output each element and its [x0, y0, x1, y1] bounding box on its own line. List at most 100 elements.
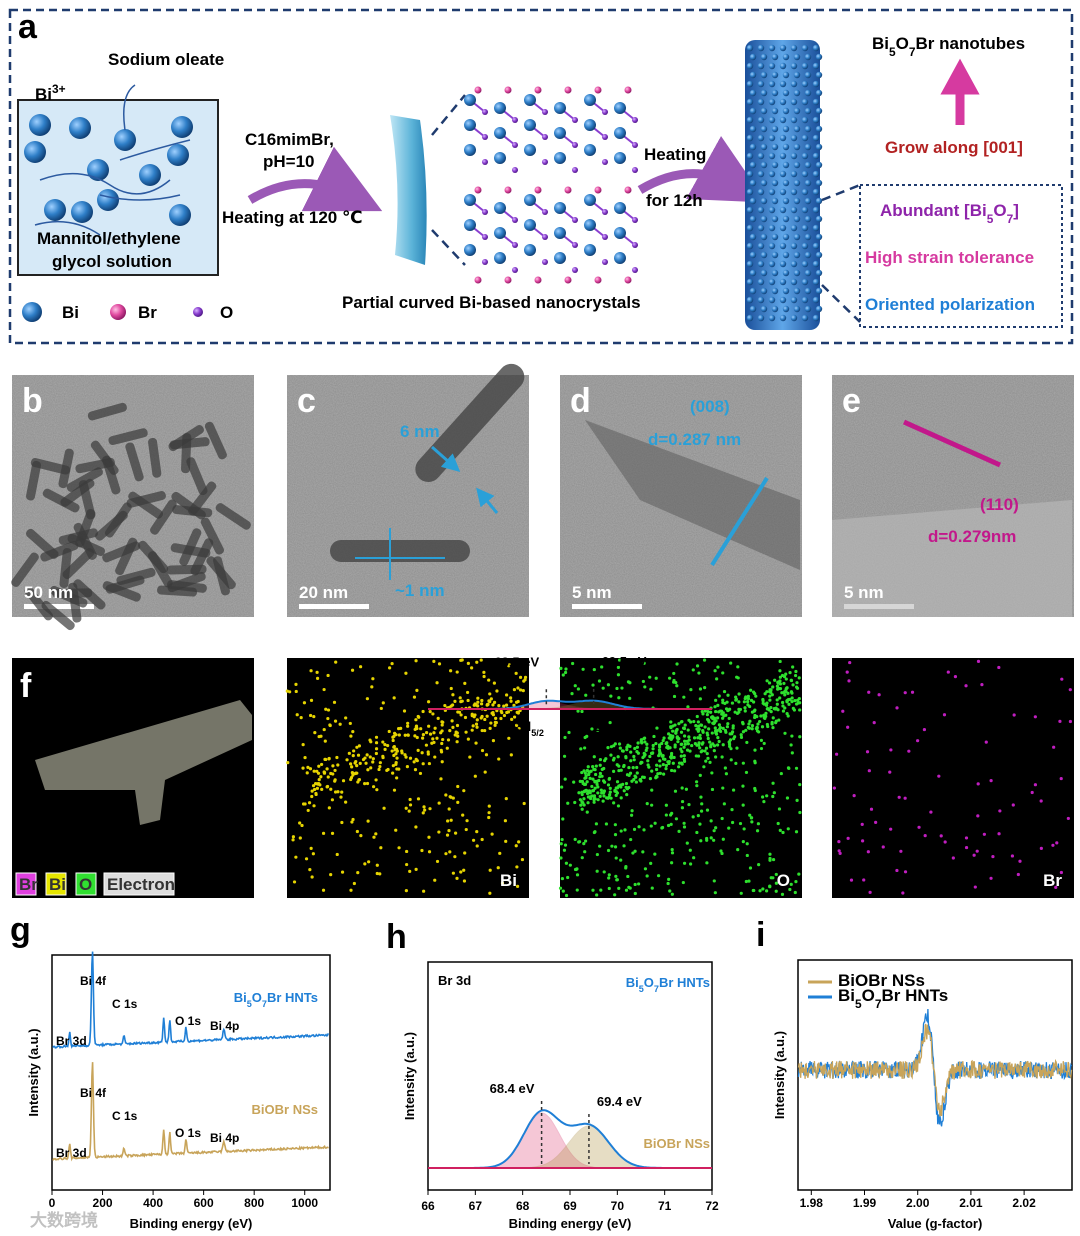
grow-arrow: [940, 58, 980, 125]
annotation: pH=10: [263, 152, 315, 171]
eds-dot: [449, 818, 453, 822]
eds-dot: [475, 830, 479, 834]
eds-dot: [617, 742, 622, 746]
eds-dot: [432, 740, 436, 745]
eds-dot: [585, 791, 590, 796]
eds-dot: [671, 729, 675, 733]
eds-dot: [596, 785, 600, 789]
eds-dot: [790, 700, 794, 704]
eds-dot: [973, 885, 977, 889]
eds-dot: [778, 659, 782, 664]
eds-dot: [414, 659, 418, 663]
atom: [801, 260, 809, 268]
eds-dot: [943, 840, 947, 844]
nanotube-image: [87, 402, 127, 421]
eds-dot: [491, 703, 495, 707]
eds-dot: [637, 882, 641, 886]
eds-dot: [595, 893, 599, 897]
eds-dot: [745, 842, 749, 846]
eds-dot: [321, 888, 326, 892]
eds-dot: [675, 735, 679, 739]
panel-label: e: [842, 382, 861, 420]
eds-dot: [749, 688, 753, 692]
eds-dot: [494, 721, 498, 725]
eds-dot: [744, 879, 748, 884]
eds-dot: [464, 827, 468, 832]
eds-dot: [463, 681, 467, 685]
eds-dot: [669, 737, 673, 741]
atom: [768, 62, 776, 70]
eds-dot: [417, 715, 421, 719]
eds-dot: [783, 731, 787, 735]
annotation: 6 nm: [400, 422, 440, 441]
atom: [812, 296, 820, 304]
eds-dot: [674, 817, 679, 821]
eds-dot: [593, 779, 597, 784]
eds-dot: [456, 734, 460, 738]
eds-dot: [592, 767, 596, 772]
eds-dot: [628, 681, 632, 685]
eds-dot: [455, 740, 459, 744]
eds-dot: [741, 730, 746, 734]
panel-label: a: [18, 8, 38, 46]
eds-dot: [669, 755, 673, 759]
eds-dot: [616, 755, 620, 759]
atom: [757, 170, 765, 178]
eds-dot: [752, 709, 756, 713]
eds-dot: [682, 757, 686, 761]
eds-dot: [358, 665, 363, 669]
atom: [804, 161, 812, 169]
eds-dot: [431, 737, 435, 741]
eds-dot: [563, 843, 568, 847]
eds-dot: [717, 723, 722, 727]
eds-dot: [744, 728, 748, 732]
eds-dot: [635, 771, 639, 775]
eds-dot: [637, 825, 641, 829]
eds-dot: [781, 704, 785, 708]
eds-dot: [458, 696, 462, 700]
atom: [790, 206, 798, 214]
eds-dot: [685, 748, 690, 752]
eds-dot: [515, 710, 519, 714]
eds-dot: [316, 771, 321, 775]
atom: [632, 142, 638, 148]
atom: [760, 71, 768, 79]
text-part: Br HNTs: [881, 986, 948, 1005]
eds-dot: [580, 807, 584, 811]
scale-bar: [299, 604, 369, 609]
x-tick-label: 70: [611, 1199, 625, 1213]
eds-dot: [307, 801, 312, 805]
eds-dot: [771, 781, 775, 785]
eds-dot: [416, 797, 421, 801]
eds-dot: [598, 775, 602, 779]
eds-dot: [738, 821, 743, 826]
eds-dot: [720, 755, 724, 759]
eds-dot: [371, 677, 375, 681]
text-part: BiOBr NSs: [252, 1102, 318, 1117]
arrow: [637, 136, 767, 203]
oleate-chain: [99, 194, 181, 201]
eds-dot: [319, 762, 324, 767]
eds-dot: [614, 793, 618, 797]
eds-dot: [420, 848, 424, 853]
atom: [782, 269, 790, 277]
atom: [793, 143, 801, 151]
eds-dot: [568, 863, 572, 867]
eds-dot: [424, 730, 429, 735]
eds-dot: [613, 823, 617, 827]
eds-dot: [798, 810, 802, 815]
eds-dot: [774, 881, 778, 885]
eds-dot: [385, 768, 389, 773]
eds-dot: [475, 725, 479, 729]
eds-dot: [760, 725, 765, 729]
eds-dot: [730, 808, 734, 812]
eds-dot: [329, 872, 333, 877]
eds-dot: [453, 855, 457, 859]
eds-dot: [778, 828, 782, 833]
eds-dot: [507, 664, 511, 668]
eds-dot: [466, 737, 470, 741]
eds-dot: [317, 778, 321, 782]
eds-dot: [395, 767, 399, 771]
atom: [779, 80, 787, 88]
eds-dot: [344, 716, 348, 720]
